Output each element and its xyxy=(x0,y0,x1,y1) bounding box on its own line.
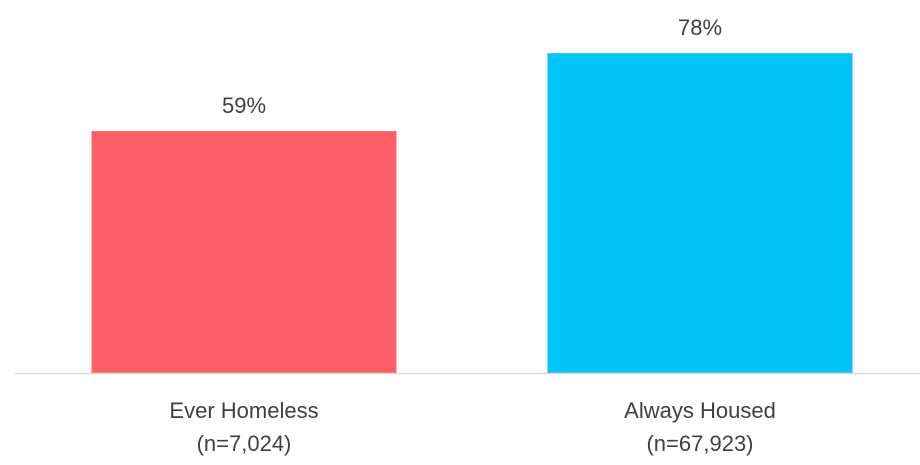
bar-2 xyxy=(547,53,853,373)
bar-1 xyxy=(91,131,397,373)
category-sample-size-2: (n=67,923) xyxy=(646,431,753,456)
data-label-2: 78% xyxy=(678,15,722,40)
data-label-1: 59% xyxy=(222,93,266,118)
category-label-2: Always Housed xyxy=(624,398,776,423)
category-label-1: Ever Homeless xyxy=(169,398,318,423)
category-sample-size-1: (n=7,024) xyxy=(197,431,292,456)
